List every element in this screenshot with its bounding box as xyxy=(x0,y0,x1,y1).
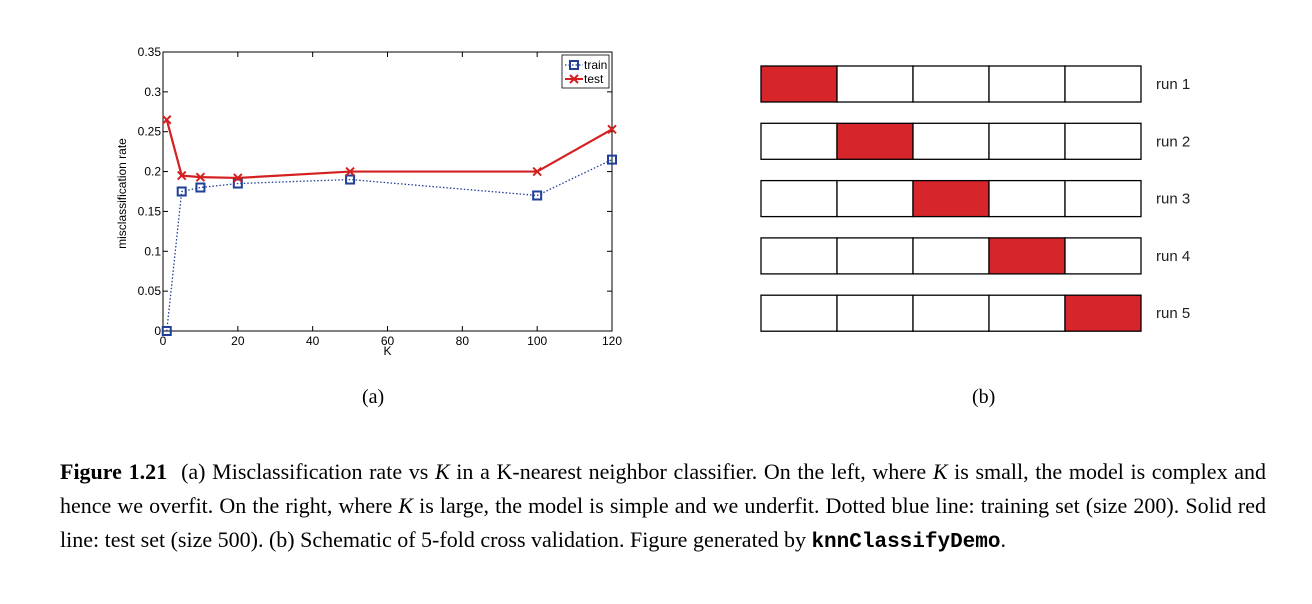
data-point-test xyxy=(569,74,579,84)
data-point-train xyxy=(569,60,579,70)
series-line-train xyxy=(166,159,613,332)
x-tick-label: 20 xyxy=(231,334,245,348)
data-point-test xyxy=(195,172,206,182)
fold-cell xyxy=(760,237,838,275)
fold-cell xyxy=(912,237,990,275)
x-tick-label: 120 xyxy=(602,334,622,348)
legend-label-test: test xyxy=(584,72,604,86)
fold-cell xyxy=(988,294,1066,332)
x-axis-label: K xyxy=(383,344,391,358)
caption-k-2: K xyxy=(932,459,948,484)
caption-text-3: is small, the model is complex and hence… xyxy=(60,459,1266,518)
fold-cell xyxy=(1064,122,1142,160)
fold-cell xyxy=(988,122,1066,160)
y-tick-label: 0.15 xyxy=(138,204,162,218)
y-tick-label: 0 xyxy=(154,324,161,338)
run-label: run 5 xyxy=(1156,305,1190,322)
fold-cell xyxy=(760,179,838,218)
fold-cell xyxy=(988,65,1066,103)
cv-row: run 3 xyxy=(760,179,1190,218)
fold-cell xyxy=(912,65,990,103)
y-tick-label: 0.25 xyxy=(138,125,162,139)
y-tick-label: 0.3 xyxy=(144,85,161,99)
fold-cell xyxy=(912,294,990,332)
y-tick-label: 0.1 xyxy=(144,244,161,258)
data-point-test xyxy=(233,173,243,183)
x-tick-label: 100 xyxy=(527,334,547,348)
caption-text-2: in a K-nearest neighbor classifier. On t… xyxy=(449,459,933,484)
cv-row: run 2 xyxy=(760,122,1190,160)
x-tick-label: 0 xyxy=(160,334,167,348)
data-point-test xyxy=(177,170,187,181)
panel-b-label: (b) xyxy=(972,386,996,408)
data-point-train xyxy=(195,182,206,193)
fold-cell xyxy=(760,294,838,332)
data-point-test xyxy=(607,124,617,135)
fold-cell xyxy=(836,179,914,218)
x-tick-label: 80 xyxy=(456,334,470,348)
cv-row: run 4 xyxy=(760,237,1190,275)
fold-cell-held-out xyxy=(836,122,914,160)
fold-cell xyxy=(836,65,914,103)
figure-number: Figure 1.21 xyxy=(60,459,168,484)
fold-cell-held-out xyxy=(988,237,1066,275)
fold-cell-held-out xyxy=(760,65,838,103)
data-point-train xyxy=(345,174,356,185)
fold-cell xyxy=(836,294,914,332)
fold-cell xyxy=(912,122,990,160)
y-tick-label: 0.05 xyxy=(138,284,162,298)
caption-k-3: K xyxy=(398,493,414,518)
run-label: run 2 xyxy=(1156,133,1190,150)
y-axis-label: misclassification rate xyxy=(115,138,129,249)
data-point-train xyxy=(607,154,617,165)
data-point-train xyxy=(161,326,172,336)
cv-row: run 1 xyxy=(760,65,1190,103)
y-tick-label: 0.35 xyxy=(138,45,162,59)
run-label: run 3 xyxy=(1156,191,1190,208)
fold-cell xyxy=(1064,237,1142,275)
caption-text-4: is large, the model is simple and we und… xyxy=(60,493,1266,552)
x-tick-label: 60 xyxy=(381,334,395,348)
caption-text-1: (a) Misclassification rate vs xyxy=(181,459,435,484)
run-label: run 1 xyxy=(1156,76,1190,93)
fold-cell xyxy=(1064,65,1142,103)
fold-cell xyxy=(760,122,838,160)
fold-cell xyxy=(836,237,914,275)
data-point-train xyxy=(176,186,187,197)
data-point-train xyxy=(232,178,243,189)
caption-code: knnClassifyDemo xyxy=(811,531,1001,554)
cv-row: run 5 xyxy=(760,294,1190,332)
run-label: run 4 xyxy=(1156,248,1190,265)
data-point-test xyxy=(162,115,172,125)
x-tick-label: 40 xyxy=(306,334,320,348)
panel-a-label: (a) xyxy=(362,386,385,408)
fold-cell-held-out xyxy=(1064,294,1142,332)
fold-cell-held-out xyxy=(912,179,990,218)
data-point-test xyxy=(532,166,542,177)
figure-caption: Figure 1.21 (a) Misclassification rate vs… xyxy=(60,455,1266,560)
data-point-train xyxy=(532,190,543,201)
fold-cell xyxy=(1064,179,1142,218)
data-point-test xyxy=(345,166,355,177)
caption-end: . xyxy=(1000,527,1006,552)
fold-cell xyxy=(988,179,1066,218)
caption-k-1: K xyxy=(434,459,450,484)
legend-label-train: train xyxy=(584,58,607,72)
y-tick-label: 0.2 xyxy=(144,165,161,179)
